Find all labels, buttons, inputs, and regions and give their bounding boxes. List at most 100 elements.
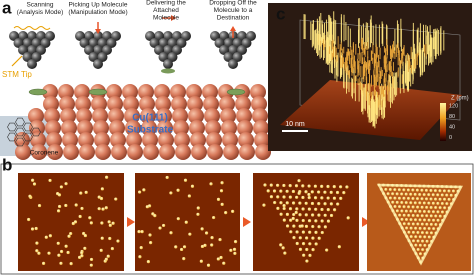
molecule-dot (440, 210, 444, 214)
cu-atom (220, 108, 236, 124)
molecule-dot (442, 189, 446, 193)
molecule-dot (32, 182, 37, 186)
tip-atom (93, 59, 103, 69)
molecule-dot (210, 243, 214, 247)
molecule-dot (404, 192, 408, 196)
molecule-dot (304, 201, 308, 205)
molecule-dot (282, 183, 286, 188)
molecule-dot (424, 188, 428, 192)
molecule-dot (99, 248, 103, 252)
cu-atom (79, 144, 95, 160)
molecule-dot (438, 214, 442, 218)
molecule-dot (409, 226, 413, 230)
substrate-label: Cu(111) (132, 113, 168, 124)
molecule-dot (429, 231, 433, 235)
molecule-dot (337, 245, 341, 249)
molecule-dot (35, 241, 39, 245)
cu-atom (138, 84, 154, 100)
arrow-head (230, 26, 236, 31)
molecule-dot (447, 189, 451, 193)
molecule-dot (414, 218, 418, 222)
molecule-dot (329, 213, 334, 218)
molecule-dot (224, 211, 228, 215)
tip-atom (163, 59, 173, 69)
cu-atom (206, 132, 222, 148)
molecule-dot (335, 190, 340, 195)
molecule-dot (80, 206, 84, 211)
molecule (226, 88, 246, 96)
molecule-dot (71, 221, 75, 226)
molecule-dot (332, 185, 336, 189)
cu-atom (158, 132, 174, 148)
panel-c (268, 3, 472, 151)
molecule-dot (404, 209, 408, 213)
molecule-dot (434, 206, 438, 210)
molecule-dot (317, 190, 321, 194)
molecule-dot (220, 202, 224, 206)
cu-atom (171, 96, 187, 112)
molecule-dot (425, 197, 429, 201)
molecule-dot (288, 195, 292, 199)
molecule-dot (412, 239, 416, 243)
molecule-dot (405, 218, 408, 222)
molecule-dot (418, 201, 422, 205)
cu-atom (126, 132, 142, 148)
scan-wave (13, 26, 51, 30)
molecule-dot (100, 187, 104, 191)
cu-atom (157, 120, 173, 136)
molecule-dot (400, 217, 404, 221)
cu-atom (191, 144, 207, 160)
molecule-dot (263, 183, 267, 187)
molecule-dot (307, 219, 312, 223)
molecule-dot (307, 184, 311, 188)
molecule-dot (409, 218, 413, 222)
tip-atom (27, 59, 37, 69)
cu-atom (28, 108, 44, 124)
molecule-dot (56, 209, 61, 213)
molecule-dot (88, 216, 92, 220)
molecule-dot (266, 189, 270, 193)
molecule-dot (298, 213, 302, 217)
molecule-dot (320, 230, 324, 235)
molecule-dot (413, 192, 417, 196)
z-axis-label: Z (pm) (451, 96, 469, 102)
molecule-dot (400, 200, 404, 204)
molecule-dot (276, 183, 280, 187)
cu-atom (78, 132, 94, 148)
cu-atom (175, 144, 191, 160)
molecule-dot (64, 244, 68, 248)
molecule-dot (418, 226, 422, 230)
cu-atom (91, 96, 107, 112)
cu-atom (143, 144, 159, 160)
stm-tip-label: STM Tip (2, 70, 32, 79)
molecule-dot (425, 205, 429, 209)
molecule-dot (443, 206, 447, 210)
step-caption: Scanning (26, 2, 53, 9)
molecule-dot (279, 243, 283, 247)
molecule-dot (69, 262, 73, 266)
molecule-dot (440, 193, 444, 197)
molecule-dot (414, 243, 418, 247)
molecule-dot (137, 229, 141, 234)
cu-atom (47, 144, 63, 160)
molecule-dot (429, 189, 433, 192)
cu-atom (31, 144, 47, 160)
cu-atom (46, 132, 62, 148)
molecule-dot (218, 237, 222, 242)
cu-atom (108, 108, 124, 124)
molecule-dot (311, 224, 315, 229)
molecule-dot (310, 201, 315, 206)
molecule-dot (100, 236, 104, 240)
molecule-dot (233, 240, 238, 244)
molecule-dot (320, 196, 324, 200)
molecule-dot (317, 225, 321, 229)
arrow (127, 217, 135, 227)
molecule-dot (285, 224, 290, 228)
molecule-dot (345, 185, 349, 189)
molecule-dot (317, 236, 321, 240)
molecule-dot (402, 196, 406, 200)
arrow (11, 55, 23, 67)
molecule-dot (176, 217, 180, 221)
molecule-dot (320, 184, 324, 188)
molecule-dot (153, 214, 157, 218)
